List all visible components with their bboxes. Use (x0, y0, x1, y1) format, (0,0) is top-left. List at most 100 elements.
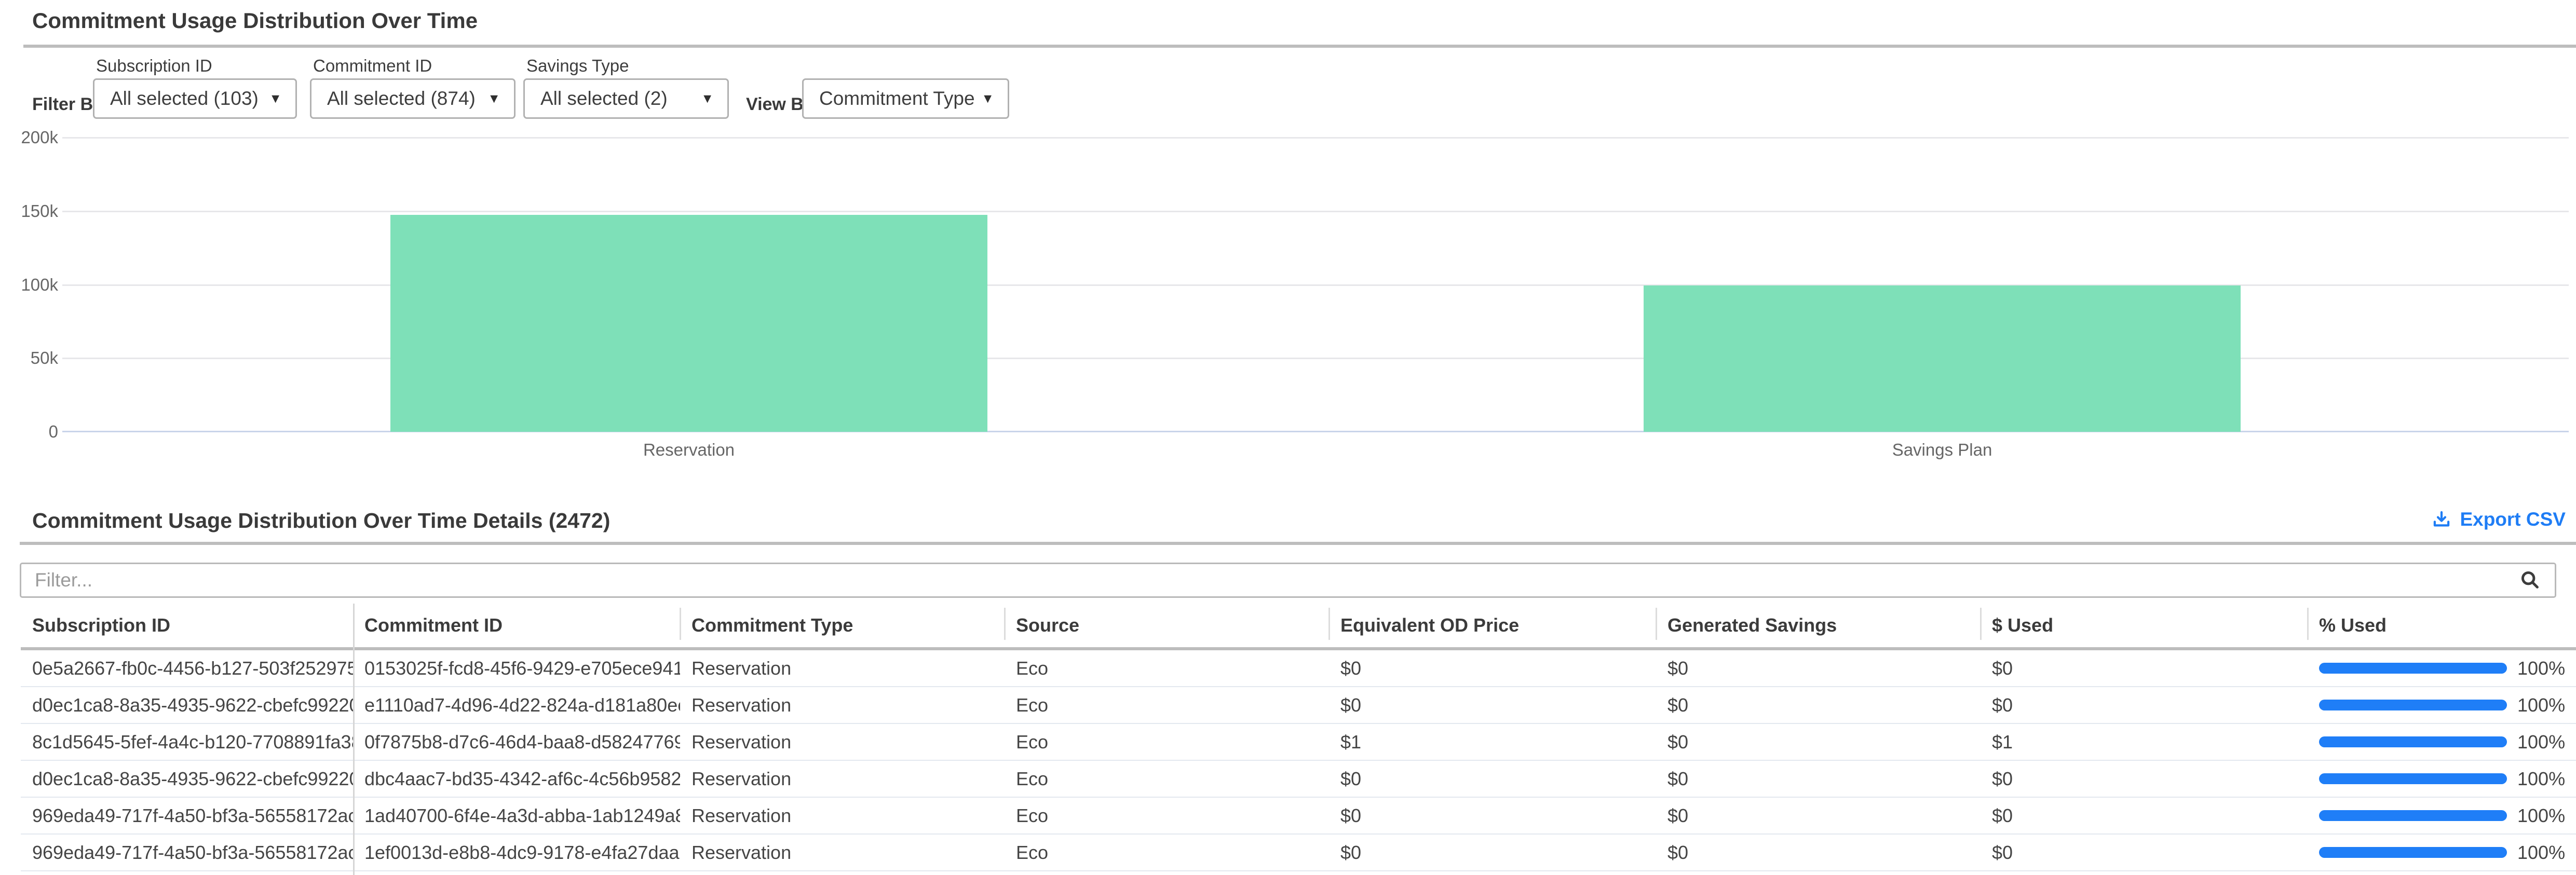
cell-used: $1 (1992, 731, 2013, 753)
filter-group-savings-type: Savings Type All selected (2) ▼ (523, 56, 729, 119)
cell-commitment-id: 0153025f-fcd8-45f6-9429-e705ece9414c (364, 657, 680, 679)
cell-percent-used: 100% (2308, 768, 2576, 790)
export-csv-button[interactable]: Export CSV (2431, 509, 2566, 530)
x-axis-category-label: Savings Plan (1892, 440, 1992, 459)
cell-percent-used: 100% (2308, 805, 2576, 827)
cell-percent-used: 100% (2308, 842, 2576, 864)
usage-progress-track (2319, 700, 2507, 710)
search-icon (2521, 571, 2539, 589)
export-csv-label: Export CSV (2460, 509, 2566, 530)
column-header-commitment-type[interactable]: Commitment Type (680, 604, 1005, 647)
gridline (62, 284, 2569, 286)
percent-used-label: 100% (2517, 804, 2566, 826)
cell-savings: $0 (1667, 768, 1689, 789)
cell-subscription-id: 969eda49-717f-4a50-bf3a-56558172ac5f (32, 804, 353, 826)
percent-used-label: 100% (2517, 841, 2566, 863)
y-axis-tick-label: 50k (30, 348, 58, 368)
usage-progress-track (2319, 847, 2507, 858)
subscription-id-filter-value: All selected (103) (110, 88, 259, 109)
table-row: d0ec1ca8-8a35-4935-9622-cbefc9922014 dbc… (21, 761, 2576, 798)
column-header-subscription-id[interactable]: Subscription ID (32, 614, 171, 636)
column-header-dollar-used[interactable]: $ Used (1980, 604, 2308, 647)
cell-commitment-id: 0f7875b8-d7c6-46d4-baa8-d58247769f1f (364, 731, 680, 753)
column-header-percent-used[interactable]: % Used (2307, 604, 2576, 647)
cell-od-price: $1 (1340, 731, 1362, 753)
cell-used: $0 (1992, 694, 2013, 716)
cell-used: $0 (1992, 768, 2013, 789)
cell-source: Eco (1016, 768, 1049, 789)
percent-used-label: 100% (2517, 768, 2566, 789)
y-axis-tick-label: 0 (48, 422, 58, 441)
bar-savings-plan[interactable] (1644, 285, 2241, 432)
table-filter-input[interactable] (35, 569, 2518, 591)
bar-slot-reservation (62, 138, 1316, 432)
cell-subscription-id: 0e5a2667-fb0c-4456-b127-503f2529750c (32, 657, 353, 679)
table-row: 0e5a2667-fb0c-4456-b127-503f2529750c 015… (21, 650, 2576, 687)
cell-commitment-type: Reservation (692, 657, 792, 679)
subscription-id-filter-select[interactable]: All selected (103) ▼ (93, 78, 297, 119)
cell-od-price: $0 (1340, 768, 1362, 789)
filter-group-view-by: Commitment Type ▼ (802, 78, 1009, 119)
cell-source: Eco (1016, 731, 1049, 753)
cell-used: $0 (1992, 804, 2013, 826)
cell-commitment-type: Reservation (692, 804, 792, 826)
subscription-id-filter-label: Subscription ID (96, 56, 212, 75)
y-axis-tick-label: 200k (21, 128, 58, 147)
usage-progress-bar (2319, 663, 2507, 674)
cell-commitment-type: Reservation (692, 694, 792, 716)
filter-bar: Filter By: Subscription ID All selected … (0, 56, 2576, 129)
column-header-source[interactable]: Source (1004, 604, 1329, 647)
cell-savings: $0 (1667, 841, 1689, 863)
table-row: 969eda49-717f-4a50-bf3a-56558172ac5f 1ad… (21, 798, 2576, 835)
x-axis-line (62, 431, 2569, 432)
section-divider (20, 542, 2576, 545)
commitment-id-filter-label: Commitment ID (313, 56, 432, 75)
cell-subscription-id: 969eda49-717f-4a50-bf3a-56558172ac5f (32, 841, 353, 863)
section-divider (23, 45, 2576, 48)
commitment-id-filter-value: All selected (874) (327, 88, 476, 109)
view-by-select[interactable]: Commitment Type ▼ (802, 78, 1009, 119)
usage-progress-bar (2319, 810, 2507, 821)
pinned-column-divider[interactable] (353, 604, 355, 875)
cell-used: $0 (1992, 841, 2013, 863)
gridline (62, 358, 2569, 360)
column-header-equivalent-od-price[interactable]: Equivalent OD Price (1328, 604, 1656, 647)
cell-subscription-id: 8c1d5645-5fef-4a4c-b120-7708891fa38f (32, 731, 353, 753)
savings-type-filter-select[interactable]: All selected (2) ▼ (523, 78, 729, 119)
bar-reservation[interactable] (390, 214, 987, 432)
cell-commitment-type: Reservation (692, 841, 792, 863)
gridline (62, 210, 2569, 212)
cell-subscription-id: d0ec1ca8-8a35-4935-9622-cbefc9922014 (32, 768, 353, 789)
page-title: Commitment Usage Distribution Over Time (32, 8, 478, 33)
table-filter (20, 563, 2556, 598)
column-header-commitment-id[interactable]: Commitment ID (364, 614, 503, 636)
cell-used: $0 (1992, 657, 2013, 679)
bar-slot-savings-plan (1316, 138, 2569, 432)
table-header-row: Subscription ID Commitment ID Commitment… (21, 604, 2576, 650)
chart-plot-area: Reservation Savings Plan (62, 137, 2569, 459)
usage-progress-bar (2319, 700, 2507, 710)
cell-commitment-type: Reservation (692, 731, 792, 753)
gridline (62, 137, 2569, 139)
cell-commitment-id: 1ef0013d-e8b8-4dc9-9178-e4fa27daa7e5 (364, 841, 680, 863)
y-axis-tick-label: 150k (21, 201, 58, 221)
cell-source: Eco (1016, 657, 1049, 679)
chevron-down-icon: ▼ (701, 91, 714, 106)
commitment-id-filter-select[interactable]: All selected (874) ▼ (310, 78, 516, 119)
cell-percent-used: 100% (2308, 658, 2576, 679)
table-row: 8c1d5645-5fef-4a4c-b120-7708891fa38f 0f7… (21, 724, 2576, 761)
cell-commitment-id: e1110ad7-4d96-4d22-824a-d181a80ecd7d (364, 694, 680, 716)
percent-used-label: 100% (2517, 731, 2566, 753)
chevron-down-icon: ▼ (487, 91, 500, 106)
usage-progress-bar (2319, 773, 2507, 784)
usage-progress-bar (2319, 847, 2507, 858)
cell-commitment-id: 1ad40700-6f4e-4a3d-abba-1ab1249a86bd (364, 804, 680, 826)
cell-od-price: $0 (1340, 694, 1362, 716)
chevron-down-icon: ▼ (981, 91, 994, 106)
cell-commitment-id: dbc4aac7-bd35-4342-af6c-4c56b9582400 (364, 768, 680, 789)
column-header-generated-savings[interactable]: Generated Savings (1656, 604, 1981, 647)
cell-subscription-id: d0ec1ca8-8a35-4935-9622-cbefc9922014 (32, 694, 353, 716)
details-title: Commitment Usage Distribution Over Time … (32, 509, 611, 532)
percent-used-label: 100% (2517, 694, 2566, 716)
cell-percent-used: 100% (2308, 731, 2576, 753)
